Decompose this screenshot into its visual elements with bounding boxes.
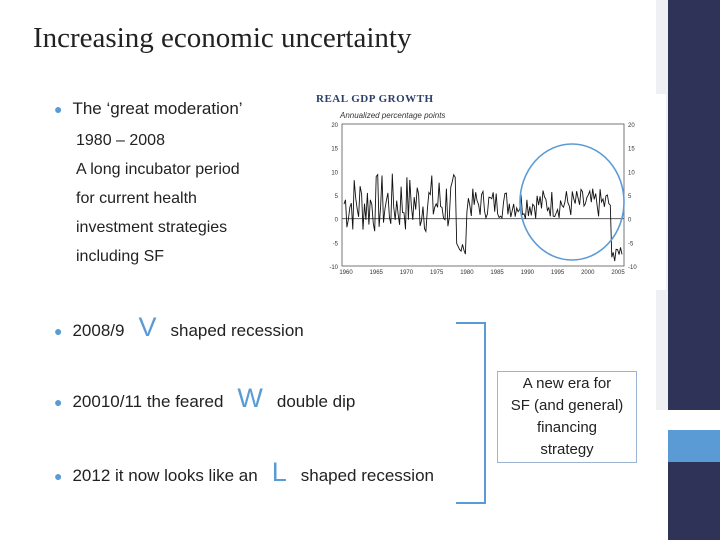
y-tick-label-right: 5	[628, 194, 632, 200]
note-line: strategy	[540, 441, 594, 458]
x-tick-label: 1990	[521, 270, 535, 276]
shape-letter-w: W	[237, 383, 263, 413]
bullet-v-recession: ● 2008/9 V shaped recession	[54, 312, 304, 343]
bullet-prefix: 20010/11 the feared	[72, 392, 224, 411]
bullet-dot-icon: ●	[54, 468, 63, 484]
x-tick-label: 1995	[551, 270, 565, 276]
note-line: A new era for	[522, 375, 612, 392]
x-tick-label: 1985	[490, 270, 504, 276]
sub-line: including SF	[76, 248, 165, 265]
note-line: financing	[536, 419, 598, 436]
bullet-prefix: 2012 it now looks like an	[72, 466, 258, 485]
decorative-band-top	[668, 0, 720, 410]
bullet-w-double-dip: ● 20010/11 the feared W double dip	[54, 383, 355, 414]
sub-line: investment strategies	[76, 219, 228, 236]
x-tick-label: 2000	[581, 270, 595, 276]
sub-line: for current health	[76, 190, 197, 207]
gdp-growth-line	[343, 173, 623, 262]
chart-subtitle: Annualized percentage points	[340, 111, 446, 120]
x-tick-label: 2005	[611, 270, 625, 276]
bullet-suffix: shaped recession	[170, 321, 304, 340]
bullet-dot-icon: ●	[54, 394, 63, 410]
y-tick-label-right: 15	[628, 147, 635, 153]
x-tick-label: 1975	[430, 270, 444, 276]
slide-title: Increasing economic uncertainty	[33, 22, 412, 54]
gdp-growth-chart: 20 20 15 15 10 10 5 5 0 0 -5 -5 -10 -10 1960 1965 1970 19…	[314, 94, 666, 290]
y-tick-label-left: 20	[331, 123, 338, 129]
bullet-dot-icon: ●	[54, 101, 63, 117]
x-tick-label: 1960	[339, 270, 353, 276]
bullet-text: The ‘great moderation’	[72, 99, 243, 118]
sub-line: 1980 – 2008	[76, 132, 165, 149]
decorative-band-bottom	[668, 462, 720, 540]
new-era-note: A new era for SF (and general) financing…	[497, 371, 637, 463]
y-tick-label-right: -5	[628, 241, 634, 247]
bullet-prefix: 2008/9	[72, 321, 125, 340]
chart-title: REAL GDP GROWTH	[316, 93, 434, 105]
y-tick-label-right: 10	[628, 170, 635, 176]
bullet-suffix: shaped recession	[300, 466, 434, 485]
shape-letter-v: V	[138, 312, 157, 342]
bullet-dot-icon: ●	[54, 323, 63, 339]
y-tick-label-right: 0	[628, 218, 632, 224]
y-tick-label-left: 5	[335, 194, 339, 200]
great-moderation-highlight	[519, 143, 625, 261]
bullet-l-recession: ● 2012 it now looks like an L shaped rec…	[54, 457, 434, 488]
x-tick-label: 1970	[400, 270, 414, 276]
y-tick-label-left: 15	[331, 147, 338, 153]
y-tick-label-left: -10	[329, 265, 338, 271]
bullet-suffix: double dip	[276, 392, 356, 411]
x-tick-label: 1965	[370, 270, 384, 276]
y-tick-label-right: -10	[628, 265, 637, 271]
x-tick-label: 1980	[460, 270, 474, 276]
bullet-great-moderation: ● The ‘great moderation’	[54, 99, 243, 119]
y-tick-label-left: 10	[331, 170, 338, 176]
note-line: SF (and general)	[510, 397, 624, 414]
decorative-band-gap	[668, 410, 720, 430]
decorative-band-accent	[668, 430, 720, 462]
sub-line: A long incubator period	[76, 161, 240, 178]
grouping-bracket	[456, 322, 486, 504]
y-tick-label-right: 20	[628, 123, 635, 129]
y-tick-label-left: -5	[333, 241, 339, 247]
shape-letter-l: L	[271, 457, 287, 487]
y-tick-label-left: 0	[335, 218, 339, 224]
